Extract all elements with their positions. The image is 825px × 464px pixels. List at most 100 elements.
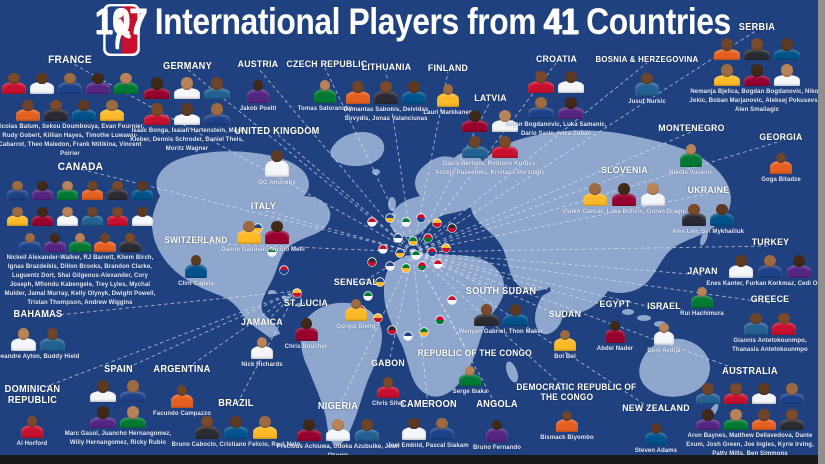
player-photos	[680, 379, 820, 431]
player-photo	[458, 360, 482, 387]
player-photos	[0, 322, 84, 352]
player-photo	[71, 95, 97, 122]
player-photo	[604, 313, 626, 343]
player-photos	[512, 404, 622, 433]
player-photo	[751, 379, 777, 405]
flag-icon-half	[279, 270, 289, 275]
player-head	[793, 255, 805, 268]
player-photo	[634, 67, 660, 96]
player-jersey	[503, 313, 528, 327]
player-names: Rui Hachimura	[680, 310, 724, 317]
player-photo	[557, 68, 585, 93]
player-head	[300, 318, 312, 330]
player-photo	[473, 299, 500, 327]
player-jersey	[492, 146, 518, 158]
player-photo	[119, 377, 147, 403]
player-photo	[173, 100, 201, 126]
flag-icon-half	[367, 262, 377, 267]
player-photo	[485, 412, 509, 443]
island-indonesia	[622, 309, 634, 315]
player-photo-row	[316, 291, 396, 321]
player-photo	[131, 175, 154, 201]
flag-icon-half	[395, 253, 405, 258]
player-jersey	[376, 385, 400, 398]
player-photo	[743, 308, 769, 335]
player-photo	[401, 412, 427, 441]
player-jersey	[786, 265, 812, 278]
player-jersey	[94, 240, 116, 253]
country-label: JAPAN	[686, 266, 718, 277]
player-names: Al Horford	[16, 441, 48, 448]
player-photo	[640, 179, 667, 206]
player-photo	[653, 315, 675, 345]
player-head	[468, 135, 482, 149]
player-names: Chris Silva	[371, 400, 405, 407]
player-head	[96, 380, 110, 393]
player-photo	[313, 73, 337, 103]
player-names: Vlatko Cancar, Luka Doncic, Goran Dragic	[561, 208, 687, 215]
player-photo	[294, 312, 319, 341]
flag-icon-half	[373, 318, 383, 323]
player-jersey	[374, 90, 398, 104]
island-japan	[700, 230, 708, 246]
connector-line	[412, 62, 648, 253]
player-photo	[81, 175, 104, 201]
player-head	[332, 418, 344, 431]
country-label: UNITED KINGDOM	[234, 126, 320, 137]
player-photo	[15, 95, 41, 122]
player-photo-row	[680, 405, 820, 431]
player-photo	[770, 146, 793, 174]
player-head	[180, 103, 194, 116]
player-jersey	[682, 213, 706, 226]
connector-line	[412, 193, 709, 253]
player-jersey	[780, 418, 804, 431]
player-photo-row	[433, 107, 548, 132]
player-names: Enes Kanter, Furkan Korkmaz, Cedi Osman	[706, 280, 825, 287]
player-jersey	[81, 214, 104, 227]
player-jersey	[558, 107, 584, 119]
player-photo	[401, 76, 427, 104]
player-photo	[743, 35, 771, 61]
player-photo-row	[433, 133, 548, 158]
player-jersey	[582, 193, 608, 206]
player-photo	[203, 74, 231, 100]
player-jersey	[144, 87, 170, 100]
player-photo	[461, 133, 489, 158]
player-names: Jusuf Nurkic	[628, 98, 666, 105]
player-photo-row	[629, 315, 699, 345]
player-photo-row	[130, 100, 245, 126]
player-head	[534, 70, 548, 84]
connector-line	[412, 140, 782, 253]
player-jersey	[757, 265, 783, 278]
player-jersey	[250, 345, 274, 359]
player-photo-row	[408, 77, 488, 107]
player-photo	[713, 61, 741, 87]
country-block-serbia: SERBIA Nemanja Bjelica, Bogdan Bogdanovic…	[683, 22, 825, 115]
player-names: Bojan Bogdanovic, Luka Samanic, Dario Sa…	[505, 121, 607, 137]
player-names: Lauri Markkanen	[423, 109, 473, 116]
player-jersey	[558, 81, 584, 93]
player-photo	[779, 379, 805, 405]
island-caribbean	[268, 290, 276, 294]
country-label: AUSTRALIA	[722, 366, 778, 377]
player-photo	[10, 322, 37, 352]
player-photo-row	[376, 412, 481, 441]
title-text-mid: International Players from	[154, 1, 536, 42]
player-photo	[751, 405, 777, 431]
player-photos	[130, 74, 245, 126]
player-jersey	[696, 418, 720, 431]
player-jersey	[436, 92, 460, 107]
player-jersey	[485, 428, 509, 443]
player-names: Bruno Fernando	[472, 445, 522, 452]
player-head	[49, 232, 61, 243]
country-block-united-kingdom: UNITED KINGDOM OG Anunoby	[222, 126, 332, 188]
player-head	[99, 232, 111, 243]
island-uk	[388, 197, 396, 211]
player-photo	[264, 139, 290, 178]
flag-icon-half	[417, 266, 427, 271]
nba-logoman-icon	[103, 4, 140, 56]
player-photos	[703, 251, 825, 278]
player-head	[210, 77, 224, 90]
country-label: ISRAEL	[647, 301, 681, 312]
player-jersey	[31, 188, 54, 201]
